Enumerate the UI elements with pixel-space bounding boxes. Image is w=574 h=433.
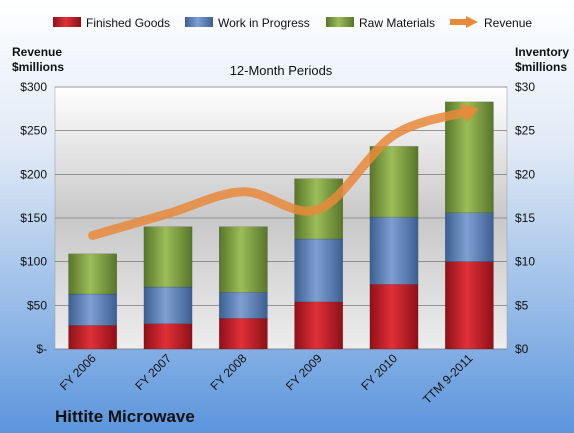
legend-label-work-in-progress: Work in Progress bbox=[218, 16, 310, 30]
left-axis-title-line2: $millions bbox=[12, 60, 64, 74]
right-tick-label: $25 bbox=[515, 124, 535, 138]
bar-raw-materials-fy-2008 bbox=[218, 226, 268, 293]
bar-raw-materials-fy-2010 bbox=[369, 146, 419, 218]
left-tick-label: $- bbox=[36, 342, 47, 356]
revenue-line-layer bbox=[88, 103, 479, 240]
right-tick-label: $0 bbox=[515, 342, 529, 356]
chart-title: 12-Month Periods bbox=[230, 63, 333, 78]
left-tick-label: $250 bbox=[20, 124, 47, 138]
company-name: Hittite Microwave bbox=[55, 407, 195, 426]
left-tick-label: $100 bbox=[20, 255, 47, 269]
left-tick-label: $150 bbox=[20, 211, 47, 225]
bar-finished-goods-fy-2007 bbox=[143, 323, 193, 350]
legend-label-revenue: Revenue bbox=[484, 16, 532, 30]
bar-raw-materials-fy-2006 bbox=[68, 253, 118, 295]
bar-work-in-progress-fy-2008 bbox=[218, 291, 268, 319]
legend-revenue-arrowhead bbox=[466, 16, 478, 28]
right-tick-label: $15 bbox=[515, 211, 535, 225]
bar-raw-materials-ttm-9-2011 bbox=[444, 101, 494, 214]
right-tick-label: $5 bbox=[515, 298, 529, 312]
bar-finished-goods-fy-2008 bbox=[218, 318, 268, 350]
legend-swatch-finished-goods bbox=[53, 17, 81, 27]
bars bbox=[68, 101, 494, 350]
bar-finished-goods-fy-2006 bbox=[68, 325, 118, 350]
left-axis-ticks: $- $50 $100 $150 $200 $250 $300 bbox=[20, 80, 47, 356]
right-axis-title-line2: $millions bbox=[515, 60, 567, 74]
revenue-line bbox=[88, 106, 474, 240]
legend-label-finished-goods: Finished Goods bbox=[86, 16, 170, 30]
left-tick-label: $50 bbox=[27, 298, 47, 312]
bar-work-in-progress-fy-2009 bbox=[294, 238, 344, 303]
right-tick-label: $10 bbox=[515, 255, 535, 269]
legend-swatch-work-in-progress bbox=[185, 17, 213, 27]
left-tick-label: $200 bbox=[20, 167, 47, 181]
bar-finished-goods-fy-2010 bbox=[369, 284, 419, 350]
bar-work-in-progress-ttm-9-2011 bbox=[444, 212, 494, 262]
gridlines bbox=[55, 86, 507, 350]
legend-swatch-raw-materials bbox=[326, 17, 354, 27]
legend-label-raw-materials: Raw Materials bbox=[359, 16, 435, 30]
bar-work-in-progress-fy-2006 bbox=[68, 293, 118, 326]
legend: Finished Goods Work in Progress Raw Mate… bbox=[53, 16, 532, 30]
right-axis-ticks: $0 $5 $10 $15 $20 $25 $30 bbox=[515, 80, 535, 356]
left-axis-title-line1: Revenue bbox=[12, 45, 62, 59]
right-axis-title-line1: Inventory bbox=[515, 45, 569, 59]
bar-work-in-progress-fy-2010 bbox=[369, 216, 419, 285]
right-tick-label: $20 bbox=[515, 167, 535, 181]
revenue-arrowhead bbox=[460, 103, 479, 123]
bar-work-in-progress-fy-2007 bbox=[143, 286, 193, 324]
left-tick-label: $300 bbox=[20, 80, 47, 94]
bar-finished-goods-fy-2009 bbox=[294, 301, 344, 350]
bar-finished-goods-ttm-9-2011 bbox=[444, 261, 494, 350]
bar-raw-materials-fy-2007 bbox=[143, 226, 193, 288]
right-tick-label: $30 bbox=[515, 80, 535, 94]
